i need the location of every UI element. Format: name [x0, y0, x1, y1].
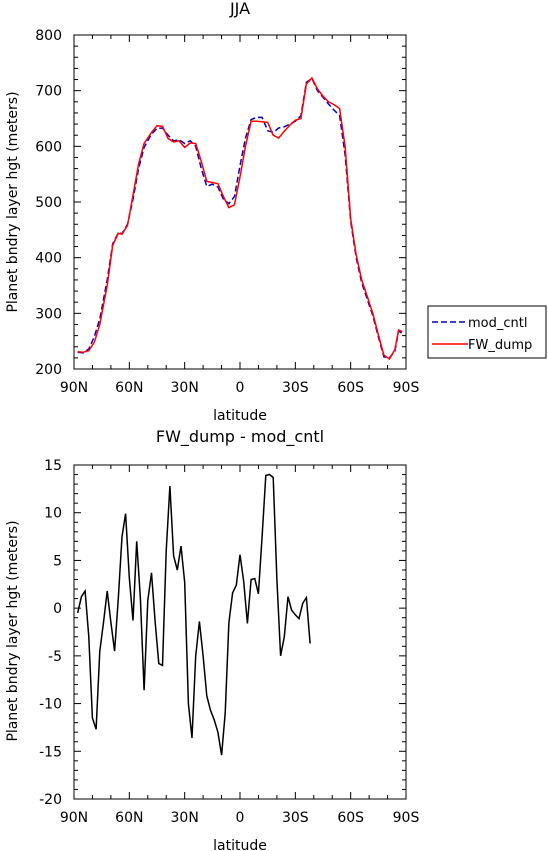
plot-frame	[73, 34, 407, 370]
y-tick-label: 300	[35, 306, 62, 322]
y-tick-label: -10	[39, 697, 62, 713]
x-tick-label: 30N	[171, 810, 199, 826]
x-axis-label: latitude	[213, 408, 267, 424]
y-tick-label: 800	[35, 28, 62, 44]
y-tick-label: 600	[35, 139, 62, 155]
y-tick-label: 0	[53, 601, 62, 617]
legend-box	[427, 305, 547, 359]
y-tick-label: 400	[35, 251, 62, 267]
series-layer	[77, 76, 403, 361]
series-layer	[76, 473, 311, 756]
x-tick-label: 90S	[393, 380, 420, 396]
x-tick-label: 0	[236, 380, 245, 396]
chart-title: JJA	[229, 0, 250, 18]
legend-label-fw-dump: FW_dump	[468, 338, 532, 353]
plot-frame	[73, 464, 407, 800]
y-tick-label: -15	[39, 744, 62, 760]
y-axis-label: Planet bndry layer hgt (meters)	[5, 91, 21, 312]
legend: mod_cntl FW_dump	[427, 305, 547, 359]
series-line-fw-dump	[77, 76, 403, 361]
y-tick-label: 500	[35, 195, 62, 211]
top-chart: JJA Planet bndry layer hgt (meters) lati…	[5, 0, 547, 424]
x-tick-label: 60S	[337, 380, 364, 396]
x-tick-label: 90S	[393, 810, 420, 826]
y-tick-label: 15	[44, 458, 62, 474]
y-axis-label: Planet bndry layer hgt (meters)	[5, 520, 21, 741]
series-line-difference	[76, 473, 311, 756]
axis-ticks: 90N 60N 30N 0 30S 60S 90S -20 -15 -10 -5 0 5 10 15	[39, 458, 419, 826]
legend-label-mod-cntl: mod_cntl	[468, 316, 527, 331]
x-tick-label: 30N	[171, 380, 199, 396]
x-axis-label: latitude	[213, 838, 267, 851]
x-tick-label: 60N	[115, 380, 143, 396]
bottom-chart: FW_dump - mod_cntl Planet bndry layer hg…	[5, 427, 419, 851]
x-tick-label: 60N	[115, 810, 143, 826]
x-tick-label: 0	[236, 810, 245, 826]
chart-title: FW_dump - mod_cntl	[156, 427, 324, 447]
x-tick-label: 30S	[282, 380, 309, 396]
x-tick-label: 60S	[337, 810, 364, 826]
y-tick-label: -20	[39, 792, 62, 808]
x-tick-label: 90N	[60, 810, 88, 826]
series-line-mod-cntl	[77, 77, 403, 359]
x-tick-label: 90N	[60, 380, 88, 396]
y-tick-label: 700	[35, 84, 62, 100]
y-tick-label: 200	[35, 362, 62, 378]
axis-ticks: 90N 60N 30N 0 30S 60S 90S 200 300 400 500 600 700 800	[35, 28, 419, 396]
y-tick-label: 10	[44, 506, 62, 522]
x-tick-label: 30S	[282, 810, 309, 826]
y-tick-label: -5	[48, 649, 62, 665]
y-tick-label: 5	[53, 553, 62, 569]
